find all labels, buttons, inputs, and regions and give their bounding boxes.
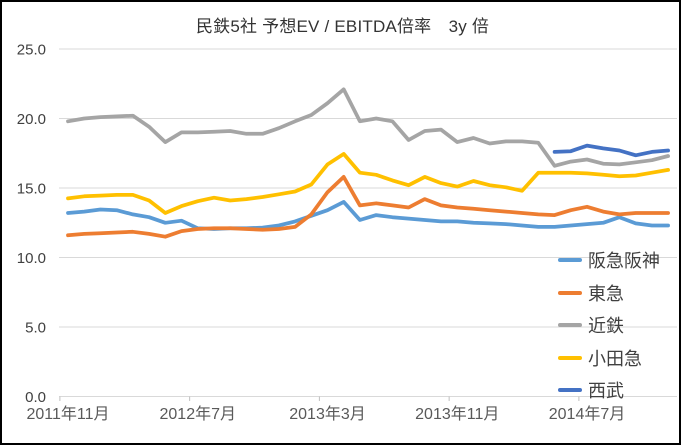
legend-label: 西武 [588,381,624,402]
legend-item-seibu: 西武 [558,374,660,407]
legend-label: 小田急 [588,348,642,369]
legend-swatch-kintetsu [558,323,582,328]
y-axis-label: 5.0 [25,320,46,337]
x-axis-label: 2013年11月 [415,405,499,423]
legend-item-hankyu-hanshin: 阪急阪神 [558,244,660,277]
x-axis-labels: 2011年11月 2012年7月 2013年3月 2013年11月 2014年7月 [26,405,625,423]
series-line-hankyu-hanshin [66,200,670,231]
legend-label: 東急 [588,283,624,304]
legend-label: 阪急阪神 [588,251,660,272]
series-lines [66,87,670,239]
x-axis-label: 2014年7月 [549,405,626,423]
y-axis-labels: 0.0 5.0 10.0 15.0 20.0 25.0 [17,42,46,407]
x-axis-label: 2011年11月 [26,405,109,423]
legend-swatch-seibu [558,388,582,393]
y-axis-label: 0.0 [25,389,46,406]
series-line-odakyu [66,152,670,215]
series-line-seibu [552,143,670,158]
series-line-tokyu [66,175,670,239]
legend-swatch-odakyu [558,355,582,360]
series-line-kintetsu [66,87,670,168]
legend-item-tokyu: 東急 [558,277,660,310]
legend-label: 近鉄 [588,316,624,337]
x-axis-label: 2013年3月 [289,405,366,423]
chart-title: 民鉄5社 予想EV / EBITDA倍率 3y 倍 [195,17,490,36]
legend-item-odakyu: 小田急 [558,342,660,375]
y-axis-label: 25.0 [17,42,46,59]
x-axis-label: 2012年7月 [160,405,237,423]
y-axis-label: 15.0 [17,181,46,198]
legend-swatch-hankyu-hanshin [558,258,582,263]
legend-item-kintetsu: 近鉄 [558,309,660,342]
y-axis-label: 20.0 [17,111,46,128]
legend-swatch-tokyu [558,290,582,295]
legend: 阪急阪神東急近鉄小田急西武 [558,244,660,407]
x-axis-ticks [59,396,580,401]
y-axis-label: 10.0 [17,250,46,267]
